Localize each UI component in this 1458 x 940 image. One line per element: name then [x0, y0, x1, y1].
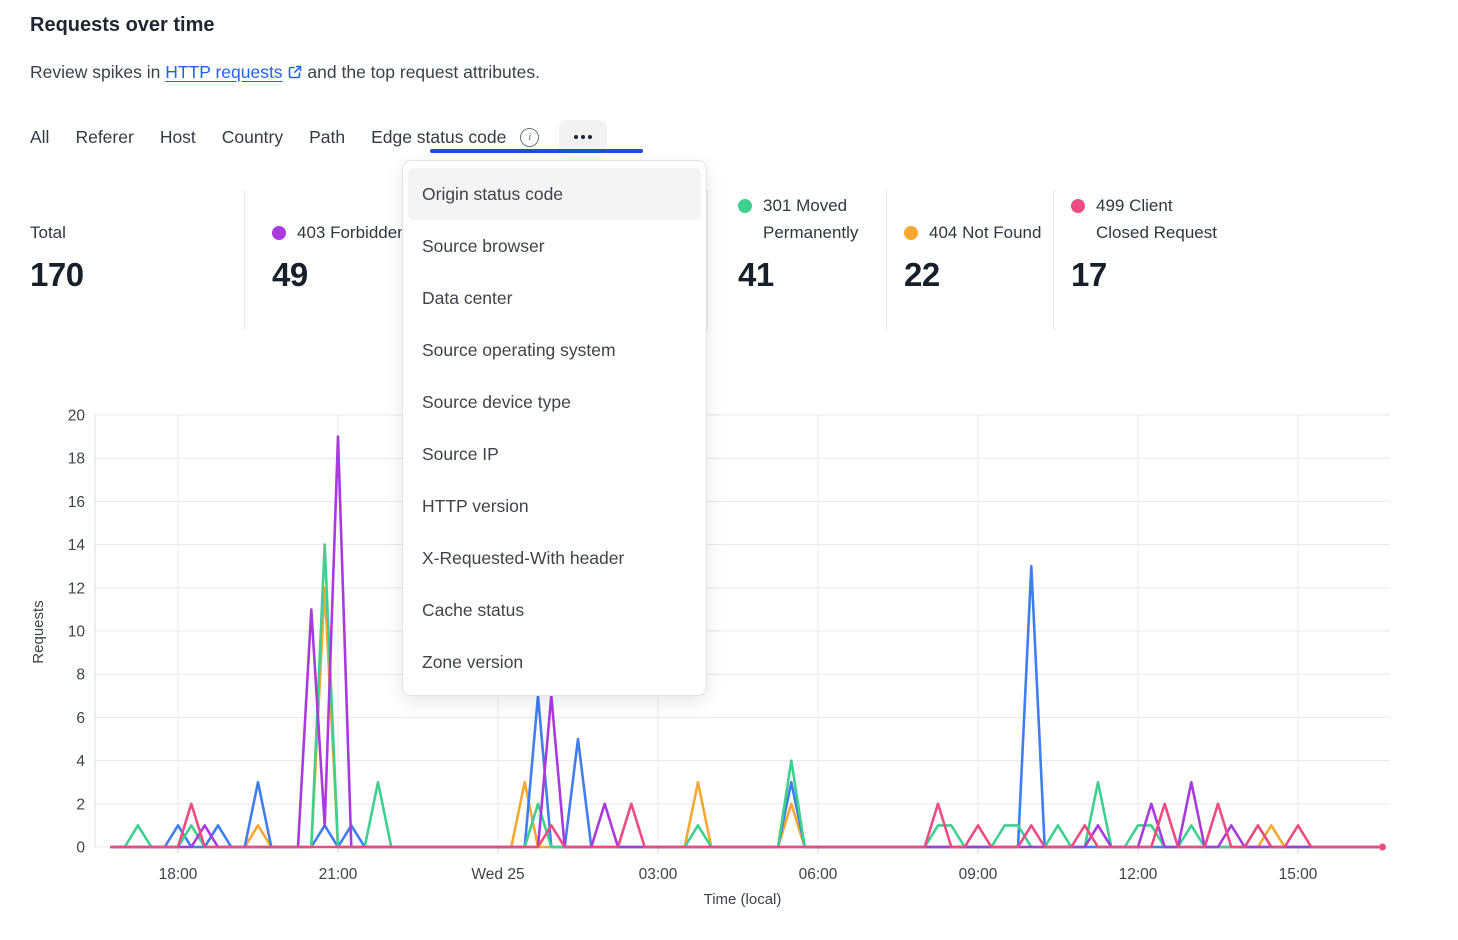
y-tick-label: 6	[76, 710, 85, 727]
y-tick-label: 14	[68, 537, 86, 554]
active-tab-underline	[430, 149, 643, 153]
menu-item-http-version[interactable]: HTTP version	[422, 496, 529, 516]
status-dot	[272, 225, 286, 240]
y-tick-label: 18	[68, 451, 85, 468]
x-tick-label: 09:00	[959, 866, 998, 883]
stat-value: 170	[30, 256, 84, 293]
series-end-dot	[1378, 843, 1386, 851]
menu-item-source-ip[interactable]: Source IP	[422, 444, 499, 464]
y-tick-label: 20	[68, 408, 86, 425]
x-tick-label: 12:00	[1119, 866, 1158, 883]
stat-value: 41	[738, 256, 774, 293]
series-line-499-client-closed-request	[110, 802, 1380, 849]
stats-row: Total 170 403 Forbidden 49 301 Moved Per…	[0, 190, 1458, 330]
divider	[886, 190, 887, 330]
divider	[244, 190, 245, 330]
menu-item-source-operating-system[interactable]: Source operating system	[422, 340, 616, 360]
stat-label: Total	[30, 222, 66, 242]
http-requests-link[interactable]: HTTP requests	[165, 62, 283, 82]
external-link-icon	[287, 64, 303, 85]
page-title: Requests over time	[30, 14, 215, 36]
stat-301-moved-permanently: 301 Moved Permanently 41	[738, 190, 873, 330]
subtitle-text-suffix: and the top request attributes.	[302, 62, 540, 82]
stat-value: 17	[1071, 256, 1107, 293]
x-tick-label: 21:00	[319, 866, 358, 883]
y-tick-label: 4	[76, 753, 85, 770]
stat-label: 301 Moved Permanently	[763, 196, 859, 242]
y-tick-label: 0	[76, 840, 85, 857]
tab-all[interactable]: All	[30, 126, 50, 147]
divider	[1053, 190, 1054, 330]
stat-value: 22	[904, 256, 940, 293]
menu-item-cache-status[interactable]: Cache status	[422, 600, 525, 620]
menu-item-source-browser[interactable]: Source browser	[422, 236, 545, 256]
attribute-dropdown-menu: Origin status code Source browser Data c…	[402, 160, 707, 696]
subtitle-text: Review spikes in	[30, 62, 166, 82]
x-tick-label: 03:00	[639, 866, 678, 883]
x-tick-label: 15:00	[1279, 866, 1318, 883]
tab-country[interactable]: Country	[221, 126, 284, 147]
y-tick-label: 10	[68, 624, 86, 641]
status-dot	[738, 199, 752, 214]
status-dot	[1071, 199, 1085, 214]
tab-path[interactable]: Path	[309, 126, 346, 147]
stat-value: 49	[272, 256, 308, 293]
x-tick-label: 18:00	[159, 866, 198, 883]
ellipsis-icon	[574, 135, 579, 139]
y-tick-label: 2	[76, 796, 85, 813]
stat-499-client-closed-request: 499 Client Closed Request 17	[1071, 190, 1226, 330]
stat-label: 404 Not Found	[929, 222, 1042, 242]
menu-item-data-center[interactable]: Data center	[422, 288, 513, 308]
attribute-tabs: All Referer Host Country Path Edge statu…	[30, 120, 608, 154]
menu-item-zone-version[interactable]: Zone version	[422, 652, 524, 672]
y-tick-label: 8	[76, 667, 85, 684]
stat-404-not-found: 404 Not Found 22	[904, 190, 1074, 330]
tab-edge-status-code[interactable]: Edge status code	[371, 126, 507, 147]
status-dot	[904, 225, 918, 240]
divider	[707, 190, 708, 330]
y-tick-label: 16	[68, 494, 85, 511]
menu-item-origin-status-code[interactable]: Origin status code	[408, 168, 701, 220]
y-tick-label: 12	[68, 580, 85, 597]
tab-host[interactable]: Host	[159, 126, 196, 147]
stat-label: 403 Forbidden	[297, 222, 407, 242]
stat-label: 499 Client Closed Request	[1096, 196, 1217, 242]
menu-item-x-requested-with-header[interactable]: X-Requested-With header	[422, 548, 625, 568]
page-subtitle: Review spikes in HTTP requests and the t…	[30, 62, 540, 85]
y-axis-title: Requests	[30, 600, 47, 663]
tab-referer[interactable]: Referer	[75, 126, 134, 147]
info-icon[interactable]: i	[520, 127, 540, 147]
x-axis-title: Time (local)	[704, 891, 782, 908]
stat-total: Total 170	[30, 190, 220, 330]
menu-item-source-device-type[interactable]: Source device type	[422, 392, 571, 412]
stat-403-forbidden: 403 Forbidden 49	[272, 190, 472, 330]
x-tick-label: 06:00	[799, 866, 838, 883]
x-tick-label: Wed 25	[471, 866, 524, 883]
more-tabs-button[interactable]	[559, 120, 608, 154]
series-line-403-forbidden	[110, 435, 1380, 849]
